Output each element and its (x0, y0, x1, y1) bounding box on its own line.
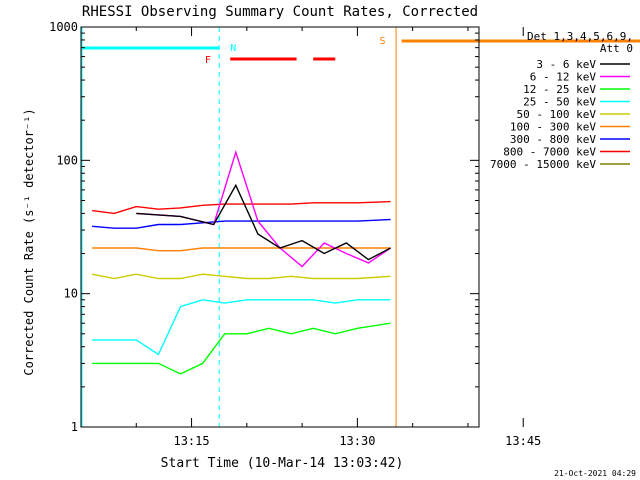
legend-entry-label: 25 - 50 keV (523, 96, 596, 109)
x-axis-label: Start Time (10-Mar-14 13:03:42) (161, 456, 404, 471)
flag-label-s: S (380, 36, 386, 47)
legend-entry-label: 3 - 6 keV (536, 58, 596, 71)
series-line-300to800keV-seg0 (92, 218, 391, 229)
y-axis-label: Corrected Count Rate (s⁻¹ detector⁻¹) (22, 108, 36, 375)
legend-entry-label: 100 - 300 keV (510, 121, 596, 134)
flag-label-f: F (205, 55, 211, 66)
series-line-3to6keV-seg0 (136, 183, 391, 261)
series-line-800to7000keV-seg0 (92, 200, 391, 215)
y-tick-label: 1000 (49, 20, 78, 34)
legend-entry-label: 7000 - 15000 keV (490, 158, 596, 171)
series-line-25to50keV-seg0 (92, 299, 391, 356)
plot-frame (80, 26, 480, 428)
x-tick-label: 13:30 (339, 434, 375, 448)
legend-entry-label: 800 - 7000 keV (503, 146, 596, 159)
plot-area: N F S (81, 27, 640, 427)
legend-header: Att 0 (600, 42, 633, 55)
y-tick-label: 1 (71, 420, 78, 434)
legend-header: Det 1,3,4,5,6,9, (527, 30, 633, 43)
x-tick-label: 13:45 (505, 434, 541, 448)
series-line-50to100keV-seg0 (91, 273, 391, 280)
y-tick-label: 100 (56, 153, 78, 167)
legend-entry-label: 50 - 100 keV (517, 108, 597, 121)
legend-entry-label: 12 - 25 keV (523, 83, 596, 96)
series-line-100to300keV-seg0 (92, 247, 391, 252)
flag-label-n: N (230, 43, 236, 54)
x-tick-label: 13:15 (173, 434, 209, 448)
footer-timestamp: 21-Oct-2021 04:29 (554, 469, 636, 478)
y-tick-label: 10 (64, 287, 78, 301)
series-line-6to12keV-seg0 (136, 149, 391, 268)
series-line-12to25keV-seg0 (92, 322, 391, 375)
legend-entry-label: 6 - 12 keV (530, 71, 597, 84)
chart-title: RHESSI Observing Summary Count Rates, Co… (82, 4, 478, 20)
legend-entry-label: 300 - 800 keV (510, 133, 596, 146)
